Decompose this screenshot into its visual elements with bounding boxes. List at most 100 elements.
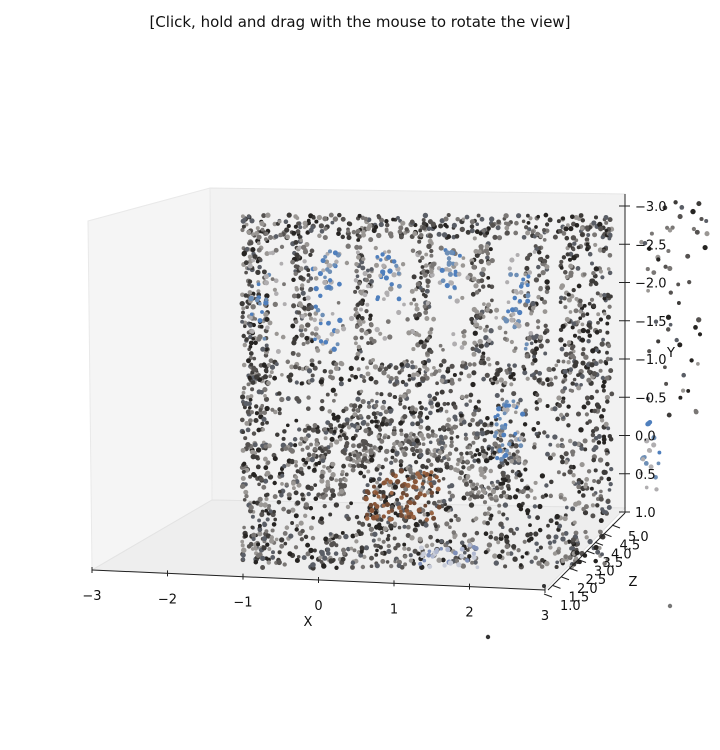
point	[448, 280, 453, 285]
point	[423, 310, 429, 315]
point	[292, 336, 298, 342]
point	[500, 397, 505, 402]
point	[540, 494, 546, 499]
point	[413, 313, 418, 318]
point	[605, 498, 611, 504]
point	[509, 257, 515, 263]
point	[299, 324, 305, 330]
point	[290, 521, 295, 525]
x-tick-label: 2	[465, 606, 473, 621]
point	[567, 469, 573, 475]
point	[468, 502, 475, 508]
point	[356, 254, 361, 260]
point	[262, 374, 269, 380]
point	[483, 531, 489, 537]
point	[571, 247, 576, 252]
point	[261, 484, 267, 490]
point	[558, 495, 563, 500]
point	[532, 496, 537, 501]
point	[451, 332, 456, 337]
point	[360, 564, 366, 570]
point	[557, 403, 562, 408]
point	[337, 281, 342, 287]
point	[293, 319, 299, 324]
point	[576, 484, 582, 490]
point	[414, 306, 420, 312]
point	[525, 376, 530, 381]
point	[247, 279, 253, 284]
point	[392, 521, 398, 527]
point	[522, 461, 527, 466]
point	[359, 549, 364, 554]
z-tick-label: 5.0	[628, 530, 649, 545]
point	[403, 433, 409, 439]
point	[565, 252, 570, 257]
point	[386, 548, 392, 554]
point	[257, 482, 261, 487]
point	[525, 283, 530, 288]
point	[273, 234, 279, 239]
point	[387, 268, 393, 274]
point	[538, 234, 543, 239]
point	[568, 226, 574, 232]
point	[526, 335, 532, 342]
point	[300, 447, 305, 452]
point	[382, 435, 387, 440]
point	[584, 535, 589, 540]
point	[373, 415, 378, 420]
point	[268, 251, 273, 255]
point	[436, 557, 442, 563]
point	[330, 472, 336, 478]
point	[502, 502, 509, 508]
point	[563, 554, 568, 560]
point	[263, 300, 269, 306]
point	[503, 318, 510, 324]
point	[388, 523, 394, 529]
point	[598, 368, 603, 373]
point	[260, 555, 266, 562]
point	[599, 341, 605, 347]
point	[595, 497, 600, 501]
point	[381, 539, 386, 544]
point	[245, 305, 249, 310]
point	[268, 509, 273, 514]
point	[354, 459, 360, 465]
point	[663, 264, 668, 269]
point	[402, 414, 408, 420]
point	[453, 405, 458, 410]
point	[375, 548, 379, 553]
point	[406, 439, 412, 445]
point	[419, 405, 425, 411]
point	[329, 331, 335, 337]
point	[448, 295, 453, 300]
point	[259, 324, 264, 329]
point	[338, 488, 345, 494]
point	[477, 451, 482, 457]
point	[529, 373, 534, 378]
point	[404, 227, 409, 232]
point	[293, 513, 299, 519]
point	[399, 362, 405, 367]
point	[572, 377, 577, 382]
point	[579, 446, 585, 451]
point	[405, 317, 410, 322]
point	[265, 517, 270, 522]
point	[512, 295, 518, 301]
point	[411, 484, 417, 490]
point	[604, 451, 609, 456]
point	[452, 285, 457, 290]
point	[269, 535, 275, 540]
point	[444, 250, 451, 256]
point	[606, 343, 612, 349]
point	[368, 526, 375, 532]
point	[296, 352, 301, 358]
point	[397, 505, 402, 510]
point	[596, 320, 600, 325]
point	[488, 247, 493, 252]
point	[439, 267, 445, 273]
point	[648, 464, 654, 470]
point	[348, 365, 354, 372]
point	[317, 271, 323, 277]
point	[577, 490, 582, 494]
